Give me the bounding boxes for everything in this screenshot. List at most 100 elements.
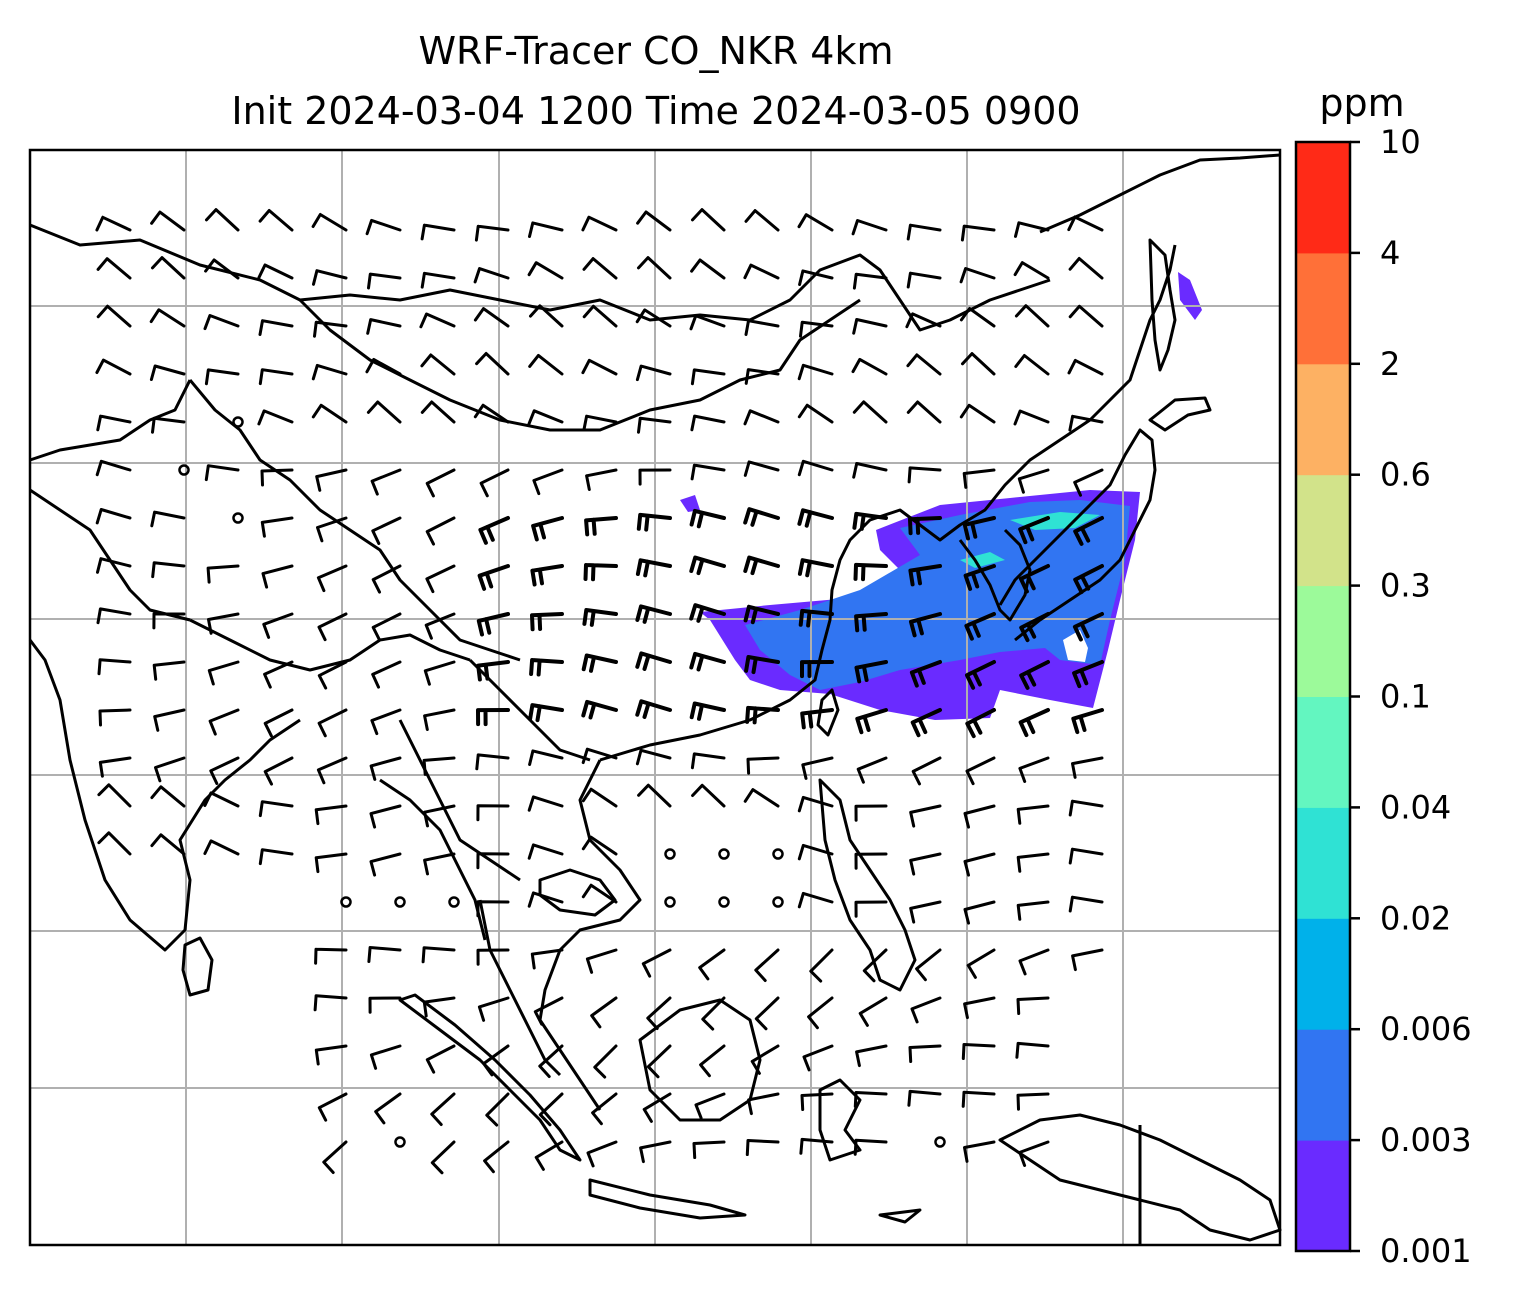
wind-barb	[203, 839, 240, 856]
wind-barb	[854, 660, 888, 684]
pakistan-border	[29, 488, 191, 622]
wind-barb	[689, 603, 726, 623]
wind-barb	[422, 996, 456, 1018]
wind-barb	[853, 1138, 888, 1156]
wind-barb	[581, 747, 618, 765]
himalaya-border	[189, 618, 471, 672]
wind-barb	[322, 1140, 348, 1174]
wind-barb	[635, 364, 672, 382]
china-border-north	[29, 223, 1051, 332]
wind-barb	[744, 655, 780, 675]
wind-barb	[473, 307, 510, 328]
wind-barb	[1016, 852, 1050, 873]
wind-barb-calm	[232, 416, 244, 428]
wind-barb	[797, 363, 834, 381]
wind-barb	[635, 604, 672, 624]
wind-barb	[528, 221, 564, 238]
wind-barb	[965, 708, 996, 739]
wind-barb	[798, 608, 834, 628]
wind-barb	[204, 368, 240, 386]
wind-barb	[1016, 996, 1050, 1015]
wind-barb	[1016, 1092, 1050, 1111]
wind-barb	[582, 414, 618, 432]
wind-barb	[478, 516, 510, 545]
mongolia-border	[298, 298, 861, 432]
wind-barb	[260, 516, 294, 538]
wind-barb	[311, 213, 348, 232]
wind-barb	[150, 833, 186, 856]
wind-barb	[263, 708, 294, 738]
wind-barb	[371, 564, 402, 594]
wind-barb	[635, 699, 672, 719]
wind-barb	[369, 1044, 402, 1070]
wind-barb	[690, 368, 726, 386]
wind-barb	[149, 308, 186, 328]
central-asia-border	[29, 379, 192, 462]
wind-barb	[367, 272, 402, 290]
wind-barb	[317, 708, 348, 738]
sulawesi-coast	[818, 1078, 862, 1162]
colorbar-bin	[1296, 1140, 1350, 1252]
wind-barb	[98, 756, 132, 778]
wind-barb	[534, 1140, 564, 1171]
wind-barb	[581, 883, 618, 904]
wind-barb	[206, 564, 240, 584]
wind-barb	[1018, 948, 1050, 976]
wind-barb	[527, 261, 564, 280]
wind-barb	[908, 564, 942, 587]
wind-barb	[374, 1092, 402, 1125]
wind-barb	[258, 848, 294, 866]
wind-barb	[371, 516, 402, 545]
wind-barb-calm	[664, 896, 676, 908]
wind-barb	[690, 414, 726, 432]
wind-barb	[855, 708, 888, 735]
wind-barb	[854, 852, 888, 870]
wind-barb-calm	[934, 1136, 946, 1148]
wind-barb	[582, 257, 618, 280]
wind-barb	[797, 403, 834, 424]
colorbar-bin	[1296, 1029, 1350, 1141]
korea-coast	[958, 528, 1032, 622]
colorbar-tick-label: 0.6	[1380, 456, 1431, 494]
colorbar-bin	[1296, 363, 1350, 476]
wind-barb	[371, 660, 402, 689]
wind-barb	[635, 558, 672, 578]
wind-barb	[961, 1043, 996, 1060]
wind-barb	[419, 312, 456, 329]
wind-barb	[908, 516, 942, 536]
russia-coast	[1039, 153, 1281, 234]
wind-barb	[809, 948, 834, 983]
wind-barb	[1013, 261, 1050, 280]
wind-barb	[797, 795, 834, 813]
plume-speck	[1178, 272, 1202, 320]
colorbar-bin	[1296, 474, 1350, 587]
wind-barb	[906, 271, 942, 289]
philippines-coast	[818, 778, 917, 992]
wind-barb	[483, 1140, 510, 1174]
wind-barb	[754, 948, 780, 982]
colorbar-bin	[1296, 918, 1350, 1030]
wind-barb	[915, 948, 942, 982]
wind-barb	[744, 209, 780, 232]
wind-barb	[425, 1044, 456, 1074]
wind-barb	[646, 996, 672, 1030]
wind-barb	[689, 701, 726, 721]
wind-barb	[477, 564, 510, 591]
wind-barb	[747, 1092, 780, 1116]
wind-barb	[909, 900, 942, 924]
wind-barb	[529, 304, 564, 328]
wind-barb	[1018, 564, 1050, 594]
wind-barb	[207, 612, 240, 635]
wind-barb	[583, 563, 618, 582]
wind-barb	[98, 708, 132, 727]
wind-barb	[593, 1044, 618, 1079]
wind-barb	[95, 215, 132, 232]
plume-inner	[745, 500, 1130, 690]
wind-barb	[582, 608, 618, 627]
wind-barb	[208, 708, 240, 736]
wind-barb	[1016, 804, 1050, 825]
colorbar: 0.001 0.003 0.006 0.02 0.04 0.1 0.3 0.6 2 4 10	[1294, 123, 1472, 1270]
wind-barb	[1018, 1140, 1050, 1167]
wind-barb	[316, 564, 348, 593]
